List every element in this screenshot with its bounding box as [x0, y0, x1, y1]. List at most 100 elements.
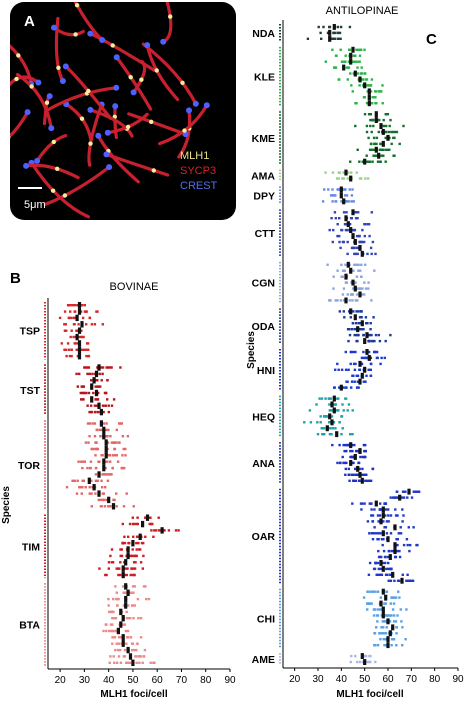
data-point [111, 636, 114, 639]
data-point [338, 443, 341, 447]
data-point [320, 37, 323, 40]
data-point [353, 380, 356, 383]
data-point [147, 597, 151, 601]
data-point [344, 443, 347, 447]
data-point [382, 124, 386, 128]
data-point [354, 479, 358, 482]
data-point [370, 362, 373, 366]
centromere-spot [51, 24, 57, 31]
data-point [119, 573, 122, 577]
data-point [372, 567, 376, 571]
data-point [119, 366, 122, 369]
x-tick-label: 20 [55, 675, 67, 686]
data-point [371, 96, 375, 99]
mean-marker [339, 192, 343, 199]
mean-marker [80, 321, 84, 328]
mean-marker [391, 624, 395, 631]
data-point [86, 366, 89, 369]
mlh1-focus [73, 32, 78, 37]
mean-marker [381, 612, 385, 619]
mean-marker [131, 659, 135, 666]
mlh1-focus [110, 43, 115, 48]
data-point [378, 160, 382, 163]
data-point [129, 591, 132, 594]
data-point [414, 490, 417, 493]
centromere-spot [87, 106, 94, 113]
data-point [308, 409, 312, 412]
data-point [117, 573, 120, 577]
chromosome-strand [24, 163, 80, 180]
data-point [141, 661, 144, 664]
data-point [115, 567, 118, 570]
mean-marker [97, 490, 101, 497]
data-point [356, 72, 360, 75]
mean-marker [126, 646, 130, 654]
data-point [328, 403, 331, 406]
data-point [94, 385, 97, 388]
mean-marker [351, 233, 355, 239]
data-point [88, 410, 91, 414]
mean-marker [349, 175, 353, 182]
mlh1-focus [74, 3, 80, 8]
data-point [373, 526, 376, 529]
data-point [167, 529, 171, 532]
data-point [377, 573, 380, 576]
data-point [355, 322, 358, 325]
data-point [80, 348, 84, 351]
data-point [336, 37, 340, 40]
data-point [363, 502, 366, 505]
mean-marker [349, 442, 353, 449]
data-point [116, 567, 120, 570]
mean-marker [407, 488, 411, 495]
data-point [381, 632, 384, 635]
data-point [132, 567, 135, 570]
data-point [65, 354, 68, 358]
mean-marker [386, 618, 390, 625]
data-point [104, 466, 107, 470]
data-point [389, 573, 392, 576]
data-point [382, 538, 385, 541]
data-point [358, 60, 361, 63]
x-tick-label: 60 [382, 674, 394, 685]
mlh1-focus [16, 53, 21, 58]
data-point [381, 148, 385, 151]
data-point [64, 348, 68, 351]
data-point [132, 617, 135, 620]
data-point [141, 567, 144, 570]
data-point [123, 535, 126, 538]
data-point [370, 514, 373, 517]
species-label: HNI [257, 365, 275, 377]
centromere-spot [113, 84, 120, 91]
mean-marker [99, 408, 103, 416]
data-point [322, 415, 326, 418]
data-point [396, 543, 399, 547]
data-point [370, 252, 373, 256]
data-point [96, 398, 99, 401]
data-point [337, 78, 340, 81]
data-point [358, 84, 361, 87]
data-point [342, 177, 346, 180]
mlh1-focus [14, 76, 19, 82]
data-point [387, 567, 390, 571]
data-point [376, 644, 380, 647]
data-point [69, 335, 72, 339]
data-point [105, 573, 108, 577]
data-point [121, 454, 124, 457]
data-point [94, 492, 97, 495]
data-point [364, 479, 367, 482]
species-label: DPY [253, 190, 275, 202]
data-point [352, 200, 355, 203]
data-point [357, 48, 360, 51]
data-point [358, 160, 361, 163]
data-point [323, 427, 326, 430]
data-point [402, 490, 406, 493]
data-point [385, 590, 389, 593]
data-point [338, 234, 341, 238]
data-point [367, 136, 370, 140]
data-point [347, 467, 350, 471]
data-point [355, 386, 359, 389]
data-point [340, 275, 343, 278]
mean-marker [363, 158, 367, 165]
data-point [386, 573, 389, 576]
mean-marker [381, 530, 385, 537]
